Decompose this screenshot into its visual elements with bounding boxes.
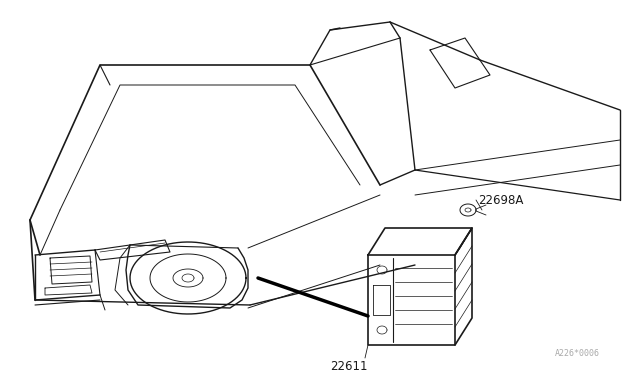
- Text: 22611: 22611: [330, 360, 367, 372]
- Text: A226*0006: A226*0006: [555, 349, 600, 358]
- Text: 22698A: 22698A: [478, 193, 524, 206]
